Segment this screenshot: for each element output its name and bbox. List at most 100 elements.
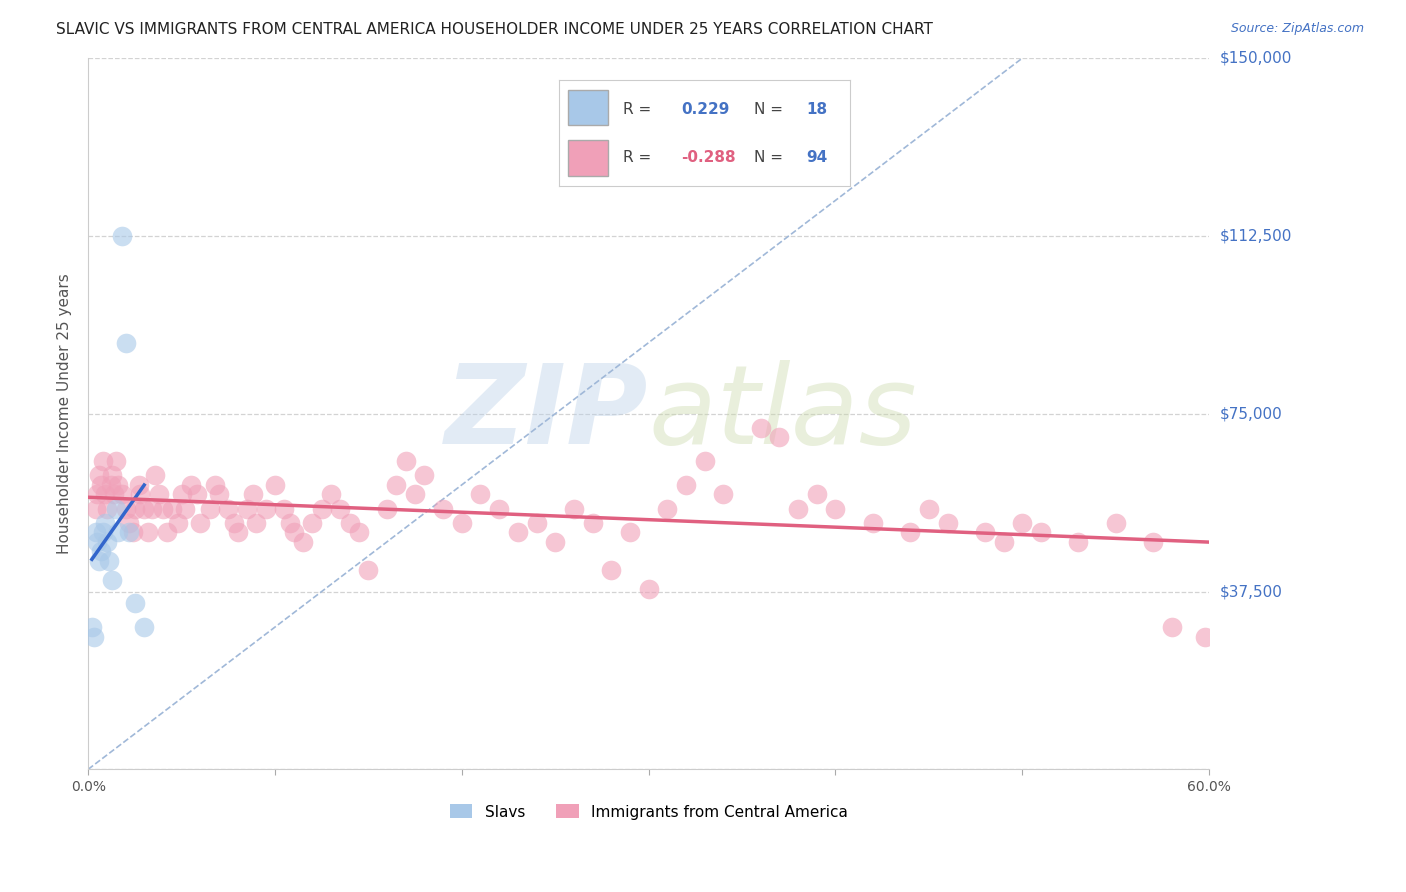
Point [862,516,884,530]
Point [97,554,120,568]
Point [693,454,716,468]
Point [749,421,772,435]
Text: $150,000: $150,000 [1220,51,1292,66]
Point [385,478,408,492]
Point [204,478,226,492]
Point [357,563,380,577]
Point [208,487,231,501]
Point [83,630,105,644]
Point [198,501,221,516]
Point [90,478,112,492]
Text: $112,500: $112,500 [1220,228,1292,244]
Point [413,468,436,483]
Point [1067,534,1090,549]
Text: $37,500: $37,500 [1220,584,1284,599]
Point [186,487,208,501]
Point [278,516,301,530]
Point [170,487,193,501]
Point [1194,630,1216,644]
Point [160,501,183,516]
Point [347,525,370,540]
Point [103,487,125,501]
Point [124,596,146,610]
Point [86,534,108,549]
Point [217,501,239,516]
Text: atlas: atlas [648,360,917,467]
Point [124,501,146,516]
Point [222,516,245,530]
Point [114,501,136,516]
Point [96,534,118,549]
Point [562,501,585,516]
Point [91,525,114,540]
Point [128,478,150,492]
Point [188,516,211,530]
Point [264,478,287,492]
Point [974,525,997,540]
Point [544,534,567,549]
Point [101,573,124,587]
Point [1105,516,1128,530]
Point [311,501,333,516]
Point [242,487,264,501]
Point [236,501,259,516]
Point [993,534,1015,549]
Point [254,501,277,516]
Point [226,525,249,540]
Point [1011,516,1033,530]
Point [122,525,145,540]
Point [292,534,315,549]
Point [136,525,159,540]
Point [96,501,118,516]
Point [84,501,107,516]
Point [141,501,163,516]
Point [375,501,398,516]
Point [806,487,828,501]
Point [301,516,323,530]
Point [329,501,352,516]
Point [118,525,141,540]
Point [134,501,156,516]
Point [100,478,122,492]
Y-axis label: Householder Income Under 25 years: Householder Income Under 25 years [58,273,72,554]
Point [768,430,790,444]
Point [711,487,734,501]
Point [80,620,103,634]
Point [94,516,117,530]
Point [637,582,659,596]
Point [1160,620,1182,634]
Point [145,468,167,483]
Point [526,516,548,530]
Point [506,525,529,540]
Point [90,544,112,558]
Text: SLAVIC VS IMMIGRANTS FROM CENTRAL AMERICA HOUSEHOLDER INCOME UNDER 25 YEARS CORR: SLAVIC VS IMMIGRANTS FROM CENTRAL AMERIC… [56,22,934,37]
Point [488,501,510,516]
Point [105,501,128,516]
Point [283,525,305,540]
Point [148,487,170,501]
Point [94,487,117,501]
Point [824,501,846,516]
Point [89,554,111,568]
Point [600,563,623,577]
Point [339,516,361,530]
Point [89,468,111,483]
Point [84,525,107,540]
Point [111,229,134,244]
Point [129,487,152,501]
Text: ZIP: ZIP [446,360,648,467]
Point [174,501,197,516]
Point [118,516,141,530]
Point [86,487,108,501]
Point [936,516,959,530]
Point [107,525,129,540]
Point [918,501,941,516]
Point [105,454,128,468]
Point [675,478,697,492]
Point [319,487,342,501]
Point [470,487,492,501]
Point [1029,525,1052,540]
Point [619,525,641,540]
Point [180,478,202,492]
Point [657,501,679,516]
